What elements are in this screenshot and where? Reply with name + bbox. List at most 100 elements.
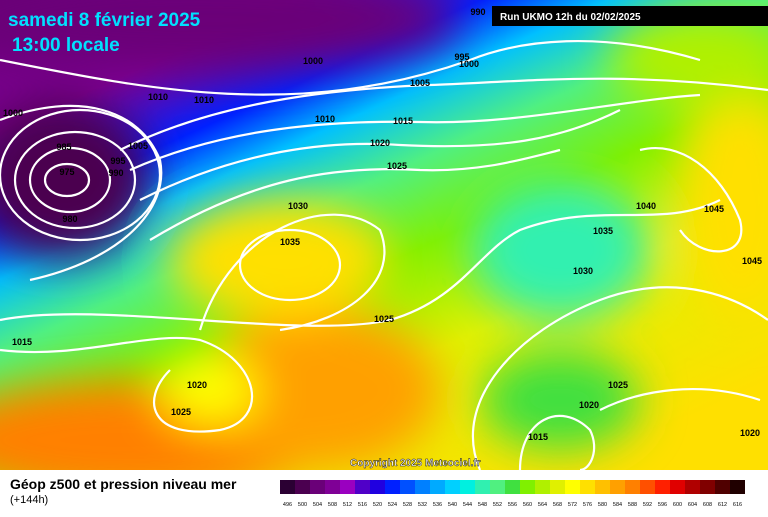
isobar-label: 980 [62,214,77,224]
scale-swatch [460,480,475,494]
scale-swatch [520,480,535,494]
scale-label: 560 [523,502,532,508]
isobar-label: 1015 [528,432,548,442]
scale-swatch [355,480,370,494]
isobar-label: 1045 [742,256,762,266]
scale-label: 612 [718,502,727,508]
scale-label: 600 [673,502,682,508]
scale-swatch [565,480,580,494]
scale-swatch [490,480,505,494]
scale-label: 496 [283,502,292,508]
scale-swatch [325,480,340,494]
scale-label: 536 [433,502,442,508]
scale-swatch [655,480,670,494]
scale-label: 564 [538,502,547,508]
scale-swatch [400,480,415,494]
isobar-label: 1020 [579,400,599,410]
scale-swatch [610,480,625,494]
scale-swatch [310,480,325,494]
scale-label: 508 [328,502,337,508]
scale-swatch [340,480,355,494]
isobar-label: 1010 [148,92,168,102]
scale-label: 568 [553,502,562,508]
scale-label: 520 [373,502,382,508]
scale-swatch [505,480,520,494]
isobar-label: 1000 [3,108,23,118]
scale-label: 552 [493,502,502,508]
scale-label: 500 [298,502,307,508]
scale-label: 576 [583,502,592,508]
isobar-label: 990 [470,7,485,17]
scale-swatch [475,480,490,494]
scale-label: 592 [643,502,652,508]
scale-label: 504 [313,502,322,508]
isobar-label: 1040 [636,201,656,211]
isobar-label: 995 [454,52,469,62]
scale-swatch [280,480,295,494]
scale-label: 544 [463,502,472,508]
isobar-label: 1020 [187,380,207,390]
isobars [0,39,768,472]
scale-label: 608 [703,502,712,508]
isobar-label: 1005 [410,78,430,88]
isobar-label: 1030 [573,266,593,276]
isobar-label: 1030 [288,201,308,211]
scale-label: 532 [418,502,427,508]
scale-swatch [670,480,685,494]
isobar-label: 990 [108,168,123,178]
scale-swatch [295,480,310,494]
scale-label: 616 [733,502,742,508]
scale-label: 556 [508,502,517,508]
isobar-label: 985 [56,142,71,152]
scale-label: 596 [658,502,667,508]
isobar-label: 1015 [393,116,413,126]
scale-swatch [550,480,565,494]
isobar-label: 1010 [315,114,335,124]
isobar-label: 1020 [370,138,390,148]
scale-label: 524 [388,502,397,508]
scale-swatch [430,480,445,494]
isobar-label: 1025 [387,161,407,171]
scale-swatch [595,480,610,494]
isobar-label: 1015 [12,337,32,347]
footer-title: Géop z500 et pression niveau mer [10,476,237,492]
time: 13:00 locale [12,35,120,56]
isobar-label: 1025 [608,380,628,390]
color-scale: 496 500 504 508 512 516 520 524 528 532 536 540 544 5… [280,480,745,508]
scale-swatch [730,480,745,494]
scale-label: 528 [403,502,412,508]
isobar-label: 1025 [171,407,191,417]
date: samedi 8 février 2025 [8,10,201,31]
isobar-label: 1020 [740,428,760,438]
isobar-label: 1045 [704,204,724,214]
scale-label: 588 [628,502,637,508]
footer-lead: (+144h) [10,494,48,506]
isobar-label: 975 [59,167,74,177]
isobar-label: 1035 [280,237,300,247]
scale-swatch [685,480,700,494]
scale-swatch [415,480,430,494]
isobar-label: 1025 [374,314,394,324]
scale-label: 584 [613,502,622,508]
copyright: Copyright 2025 Meteociel.fr [350,458,481,469]
isobar-label: 1000 [303,56,323,66]
scale-label: 572 [568,502,577,508]
isobar-label: 1000 [459,59,479,69]
scale-swatch [385,480,400,494]
scale-swatch [715,480,730,494]
scale-swatch [445,480,460,494]
run: Run UKMO 12h du 02/02/2025 [500,12,641,23]
scale-label: 516 [358,502,367,508]
run-box [492,6,768,26]
scale-label: 512 [343,502,352,508]
scale-swatch [535,480,550,494]
isobar-label: 995 [110,156,125,166]
isobar-label: 1035 [593,226,613,236]
scale-label: 540 [448,502,457,508]
isobar-label: 1005 [128,141,148,151]
scale-swatch [625,480,640,494]
scale-swatch [370,480,385,494]
